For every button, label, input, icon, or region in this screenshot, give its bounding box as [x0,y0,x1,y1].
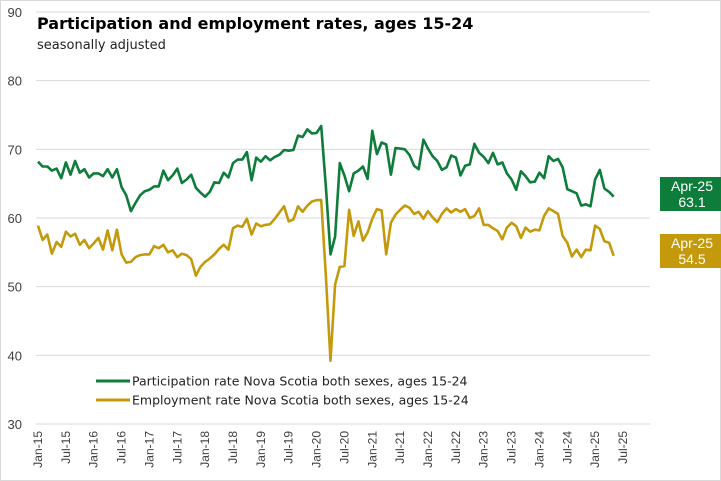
x-tick-label: Jul-15 [59,431,73,464]
x-tick-label: Jul-17 [170,431,184,464]
y-tick-label: 30 [8,417,22,432]
end-label-participation-period: Apr-25 [670,178,714,194]
x-tick-label: Jul-21 [393,431,407,464]
x-tick-label: Jul-22 [449,431,463,464]
y-axis: 30 40 50 60 70 80 90 [8,5,22,432]
x-tick-label: Jan-15 [31,431,45,468]
end-label-employment-period: Apr-25 [670,235,714,251]
x-tick-label: Jan-20 [310,431,324,468]
end-label-participation: Apr-25 63.1 [660,177,721,211]
x-tick-label: Jul-16 [115,431,129,464]
x-tick-label: Jan-17 [142,431,156,468]
legend-label-participation: Participation rate Nova Scotia both sexe… [132,374,468,389]
end-label-participation-value: 63.1 [678,194,706,210]
y-tick-label: 40 [8,348,22,363]
end-label-employment: Apr-25 54.5 [660,234,721,268]
chart-subtitle: seasonally adjusted [37,38,166,53]
y-tick-label: 60 [8,211,22,226]
legend: Participation rate Nova Scotia both sexe… [96,374,469,408]
x-tick-label: Jan-21 [365,431,379,468]
legend-label-employment: Employment rate Nova Scotia both sexes, … [132,393,469,408]
y-tick-label: 80 [8,74,22,89]
x-tick-label: Jul-19 [282,431,296,464]
x-tick-label: Jan-24 [532,431,546,468]
y-tick-label: 90 [8,5,22,20]
x-axis: Jan-15 Jul-15 Jan-16 Jul-16 Jan-17 Jul-17 Jan-… [31,431,630,468]
employment-line [36,198,615,363]
y-tick-label: 50 [8,280,22,295]
participation-line [37,124,615,256]
x-tick-label: Jan-22 [421,431,435,468]
x-tick-label: Jan-16 [87,431,101,468]
x-tick-label: Jul-20 [337,431,351,464]
series-lines [36,124,615,363]
y-tick-label: 70 [8,142,22,157]
x-tick-label: Jul-25 [616,431,630,464]
end-label-employment-value: 54.5 [678,251,706,267]
gridlines [36,11,650,425]
chart-title: Participation and employment rates, ages… [37,14,473,33]
x-tick-label: Jul-24 [560,431,574,464]
x-tick-label: Jan-23 [477,431,491,468]
x-tick-label: Jul-18 [226,431,240,464]
x-tick-label: Jan-25 [588,431,602,468]
x-tick-label: Jan-19 [254,431,268,468]
x-tick-label: Jan-18 [198,431,212,468]
x-tick-label: Jul-23 [505,431,519,464]
